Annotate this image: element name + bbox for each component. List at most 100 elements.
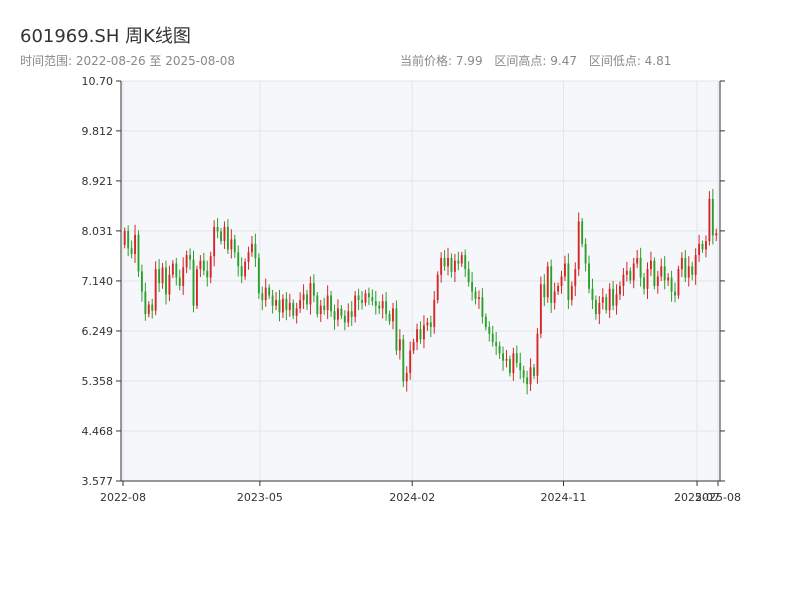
candle-body [519, 362, 522, 371]
candle-body [656, 276, 659, 286]
y-tick-label: 4.468 [82, 425, 114, 438]
candle-body [409, 350, 412, 374]
candle-body [491, 333, 494, 343]
x-axis-ticks: 2022-08 2023-05 2024-02 2024-11 2025-072025-… [100, 481, 741, 504]
candle-body [350, 311, 353, 317]
candle-body [199, 260, 202, 270]
candle-body [144, 291, 147, 315]
candle-body [292, 302, 295, 316]
candle-body [151, 304, 154, 311]
candle-body [660, 266, 663, 277]
candle-body [667, 277, 670, 281]
candle-body [705, 241, 707, 250]
candle-body [694, 255, 697, 275]
candle-body [367, 293, 370, 298]
candle-body [127, 230, 130, 249]
candle-body [495, 342, 498, 347]
candle-body [264, 287, 267, 301]
candle-body [333, 311, 336, 320]
candle-body [216, 227, 219, 232]
candle-body [340, 308, 343, 316]
candle-body [354, 295, 357, 317]
candle-body [223, 227, 226, 242]
candle-body [330, 295, 333, 312]
candle-body [426, 322, 429, 326]
candle-body [708, 198, 711, 242]
candle-body [302, 294, 305, 301]
candle-body [570, 285, 573, 301]
candle-body [615, 294, 618, 306]
candle-body [636, 257, 639, 264]
period-low-label: 区间低点: 4.81 [588, 54, 672, 68]
candle-body [395, 308, 398, 351]
candle-body [639, 257, 642, 278]
x-tick-label: 2025-08 [695, 491, 741, 504]
candle-body [161, 267, 164, 284]
candle-body [309, 283, 312, 305]
candle-body [567, 263, 570, 301]
candle-body [158, 269, 161, 284]
chart-title: 601969.SH 周K线图 [20, 26, 191, 47]
candle-body [381, 301, 384, 309]
candle-body [526, 377, 529, 385]
candle-body [288, 302, 291, 311]
candle-body [536, 333, 539, 376]
candle-body [147, 304, 150, 315]
candle-body [546, 266, 549, 298]
candle-body [429, 322, 432, 327]
price-summary: 当前价格: 7.99 区间高点: 9.47 区间低点: 4.81 [400, 52, 679, 69]
subtitle-row: 时间范围: 2022-08-26 至 2025-08-08 当前价格: 7.99… [20, 52, 780, 68]
candle-body [206, 270, 209, 278]
candle-body [195, 269, 198, 306]
candle-body [502, 353, 504, 361]
candle-body [574, 269, 577, 286]
candle-body [337, 308, 339, 320]
candle-body [543, 284, 546, 298]
candle-body [192, 259, 195, 306]
candle-body [663, 266, 666, 281]
candle-body [584, 243, 587, 264]
candle-body [374, 301, 377, 306]
candle-body [598, 302, 601, 315]
y-tick-label: 6.249 [82, 325, 114, 338]
y-tick-label: 3.577 [82, 475, 114, 488]
candle-body [130, 248, 133, 254]
candle-body [226, 227, 229, 250]
candle-body [405, 373, 408, 382]
candle-body [123, 230, 126, 245]
y-tick-label: 8.921 [82, 175, 114, 188]
candle-body [632, 263, 635, 281]
candle-body [481, 297, 484, 317]
candle-body [433, 300, 436, 327]
candle-body [213, 227, 216, 257]
candle-body [385, 301, 388, 315]
candle-body [134, 234, 136, 254]
candle-body [202, 260, 205, 271]
candle-body [653, 260, 656, 286]
y-axis-ticks: 3.577 4.468 5.358 6.249 7.140 8.031 8.921 9.812… [82, 75, 725, 488]
candle-body [299, 300, 302, 309]
candle-body [508, 358, 511, 374]
candle-body [220, 231, 222, 242]
candle-body [488, 326, 491, 334]
candle-body [323, 305, 326, 311]
candle-body [529, 367, 532, 385]
candle-body [581, 221, 584, 244]
candle-body [388, 314, 391, 322]
candle-body [550, 266, 553, 303]
candle-body [484, 316, 487, 327]
date-range-label: 时间范围: 2022-08-26 至 2025-08-08 [20, 54, 235, 68]
candle-body [281, 298, 284, 313]
candle-body [625, 270, 628, 275]
candle-body [402, 339, 405, 382]
candle-body [464, 255, 467, 270]
candle-body [539, 284, 542, 334]
candle-body [398, 339, 401, 351]
candle-body [577, 221, 580, 270]
candle-body [244, 261, 247, 277]
candle-body [251, 243, 253, 253]
candle-body [209, 256, 212, 278]
candle-body [347, 311, 350, 323]
candle-body [643, 277, 646, 289]
candle-body [612, 288, 615, 306]
